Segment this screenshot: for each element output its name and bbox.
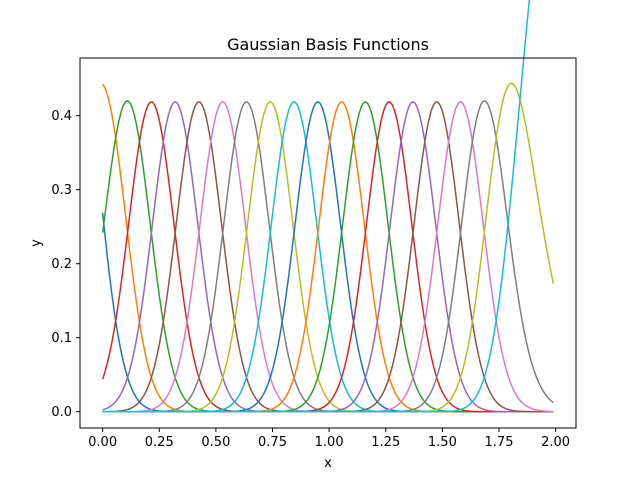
x-tick-label: 1.75 (485, 435, 514, 450)
x-tick-label: 0.50 (201, 435, 230, 450)
x-tick-label: 0.00 (88, 435, 117, 450)
x-tick-label: 1.00 (315, 435, 344, 450)
series-lines (101, 0, 555, 413)
y-tick-label: 0.2 (51, 257, 72, 272)
x-tick-label: 2.00 (541, 435, 570, 450)
y-axis-label: y (29, 239, 44, 247)
y-tick-label: 0.4 (51, 109, 72, 124)
x-axis-label: x (324, 456, 332, 471)
x-tick-label: 0.75 (258, 435, 287, 450)
x-axis-ticks: 0.00 0.25 0.50 0.75 1.00 1.25 1.50 1.75 2.00 (88, 428, 570, 450)
chart-title: Gaussian Basis Functions (227, 35, 429, 54)
y-tick-label: 0.3 (51, 183, 72, 198)
x-tick-label: 1.50 (428, 435, 457, 450)
y-tick-label: 0.0 (51, 405, 72, 420)
y-tick-label: 0.1 (51, 331, 72, 346)
axes-frame (79, 57, 577, 429)
y-axis-ticks: 0.0 0.1 0.2 0.3 0.4 (51, 109, 80, 420)
series-line-20 (102, 0, 531, 413)
x-tick-label: 0.25 (145, 435, 174, 450)
x-tick-label: 1.25 (371, 435, 400, 450)
